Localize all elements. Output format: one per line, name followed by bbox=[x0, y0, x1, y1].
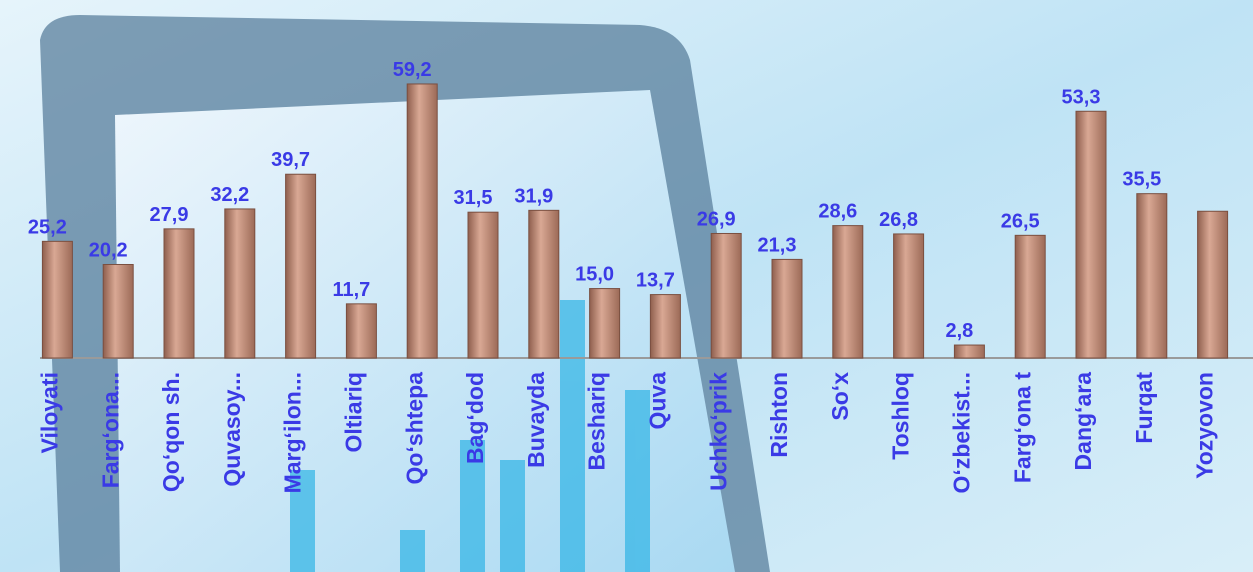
bar bbox=[1136, 193, 1168, 359]
x-tick-label: Bag‘dod bbox=[462, 372, 488, 464]
x-tick-label: Quva bbox=[644, 372, 670, 430]
x-tick-label: So‘x bbox=[827, 372, 853, 421]
value-label: 26,8 bbox=[879, 209, 918, 231]
value-label: 2,8 bbox=[945, 320, 973, 342]
x-tick-label: Furqat bbox=[1131, 372, 1157, 444]
bar bbox=[528, 209, 560, 359]
x-tick-label: Qo‘qon sh. bbox=[158, 372, 184, 492]
bar bbox=[467, 211, 499, 359]
value-label: 11,7 bbox=[332, 279, 370, 301]
x-tick-label: Marg‘ilon... bbox=[280, 372, 306, 493]
value-label: 26,9 bbox=[697, 208, 736, 230]
bar bbox=[345, 303, 377, 359]
x-tick-label: Yozyovon bbox=[1192, 372, 1218, 479]
bar bbox=[1014, 234, 1046, 359]
x-tick-label: Uchko‘prik bbox=[705, 372, 731, 491]
value-label: 25,2 bbox=[28, 216, 67, 238]
screen-bars bbox=[290, 300, 650, 572]
x-tick-label: Dang‘ara bbox=[1070, 372, 1096, 471]
bar bbox=[649, 294, 681, 359]
x-tick-label: Farg‘ona... bbox=[97, 372, 123, 488]
x-tick-label: O‘zbekist... bbox=[948, 372, 974, 493]
x-tick-label: Rishton bbox=[766, 372, 792, 458]
bar bbox=[832, 225, 864, 359]
value-label: 28,6 bbox=[818, 201, 857, 223]
value-label: 27,9 bbox=[150, 204, 189, 226]
x-tick-label: Quvasoy... bbox=[219, 372, 245, 487]
bar bbox=[953, 344, 985, 359]
bar bbox=[589, 288, 621, 359]
value-label: 31,5 bbox=[454, 187, 493, 209]
x-tick-label: Farg‘ona t bbox=[1009, 372, 1035, 484]
value-label: 39,7 bbox=[271, 149, 310, 171]
x-tick-label: Toshloq bbox=[888, 372, 914, 460]
x-tick-label: Buvayda bbox=[523, 372, 549, 468]
bar bbox=[406, 83, 438, 359]
value-label: 32,2 bbox=[210, 184, 249, 206]
bar bbox=[224, 208, 256, 359]
value-label: 21,3 bbox=[758, 234, 797, 256]
value-label: 31,9 bbox=[514, 185, 553, 207]
bar bbox=[1075, 110, 1107, 359]
value-label: 13,7 bbox=[636, 270, 675, 292]
bar bbox=[41, 240, 73, 359]
bar bbox=[710, 232, 742, 359]
value-label: 35,5 bbox=[1122, 169, 1161, 191]
bar bbox=[102, 263, 134, 359]
bar bbox=[771, 258, 803, 359]
value-label: 26,5 bbox=[1001, 210, 1040, 232]
bar bbox=[1197, 210, 1229, 359]
value-label: 20,2 bbox=[89, 239, 128, 261]
x-tick-label: Beshariq bbox=[584, 372, 610, 470]
x-tick-label: Oltiariq bbox=[340, 372, 366, 453]
x-tick-label: Viloyati bbox=[36, 372, 62, 453]
value-label: 59,2 bbox=[393, 59, 432, 81]
bar bbox=[285, 173, 317, 359]
x-tick-label: Qo‘shtepa bbox=[401, 372, 427, 485]
bar bbox=[893, 233, 925, 359]
value-label: 53,3 bbox=[1062, 86, 1101, 108]
bar bbox=[163, 228, 195, 359]
value-label: 15,0 bbox=[575, 264, 614, 286]
